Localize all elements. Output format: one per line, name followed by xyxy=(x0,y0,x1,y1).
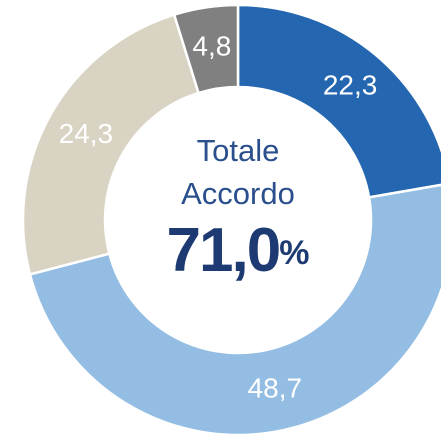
center-unit: % xyxy=(279,234,309,272)
center-value-group: 71,0% xyxy=(167,216,310,285)
donut xyxy=(21,3,441,437)
center-value: 71,0 xyxy=(167,216,280,285)
slice xyxy=(236,3,441,199)
center-line: Accordo xyxy=(181,176,295,211)
center-line: Totale xyxy=(197,133,280,168)
slice-label: 22,3 xyxy=(323,69,378,100)
slice-label: 4,8 xyxy=(192,30,231,61)
slice xyxy=(172,3,240,95)
slice-label: 48,7 xyxy=(248,372,303,403)
slice xyxy=(21,13,201,276)
slice xyxy=(28,183,441,437)
slice-label: 24,3 xyxy=(59,118,114,149)
